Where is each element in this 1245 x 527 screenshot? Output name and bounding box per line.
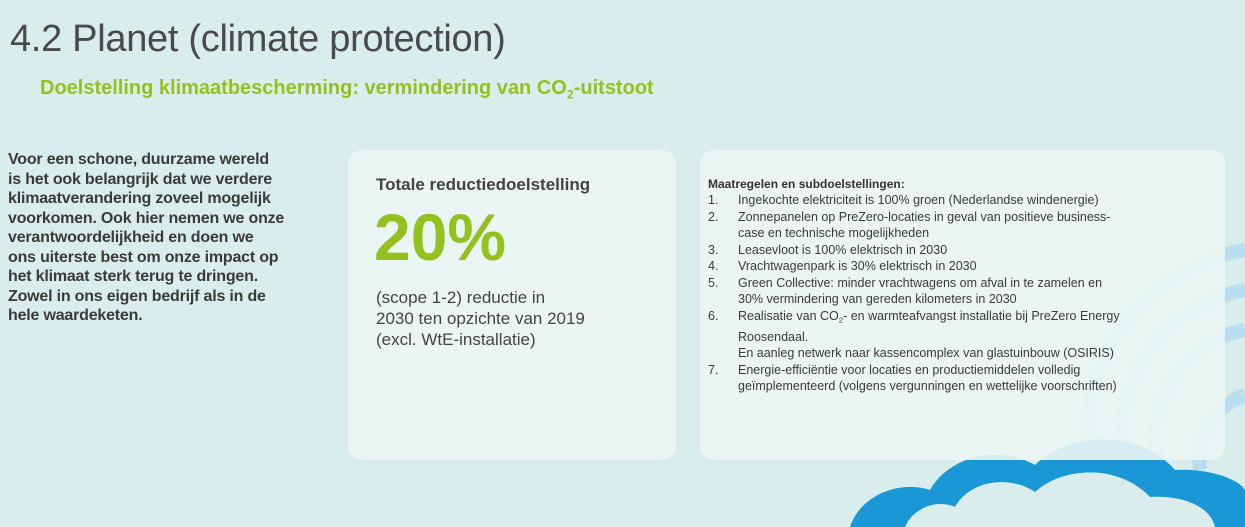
text-segment: Realisatie van CO	[738, 309, 839, 323]
item-text: Vrachtwagenpark is 30% elektrisch in 203…	[738, 258, 977, 275]
intro-line: Zowel in ons eigen bedrijf als in de	[8, 287, 284, 307]
measures-list: 1.Ingekochte elektriciteit is 100% groen…	[708, 192, 1120, 395]
title: 4.2 Planet (climate protection)	[10, 18, 506, 61]
intro-line: ons uiterste best om onze impact op	[8, 248, 284, 268]
item-number: 7.	[708, 362, 738, 395]
item-number: 3.	[708, 242, 738, 259]
list-item: 7.Energie-efficiëntie voor locaties en p…	[708, 362, 1120, 395]
list-item: 4.Vrachtwagenpark is 30% elektrisch in 2…	[708, 258, 1120, 275]
list-item: 2.Zonnepanelen op PreZero-locaties in ge…	[708, 209, 1120, 242]
intro-line: hele waardeketen.	[8, 306, 284, 326]
list-item: 3.Leasevloot is 100% elektrisch in 2030	[708, 242, 1120, 259]
item-line: Zonnepanelen op PreZero-locaties in geva…	[738, 209, 1110, 226]
card-heading: Totale reductiedoelstelling	[376, 175, 590, 195]
item-number: 4.	[708, 258, 738, 275]
description-line: 2030 ten opzichte van 2019	[376, 308, 585, 329]
list-item: 6.Realisatie van CO2- en warmteafvangst …	[708, 308, 1120, 362]
description-line: (excl. WtE-installatie)	[376, 329, 585, 350]
intro-line: voorkomen. Ook hier nemen we onze	[8, 209, 284, 229]
list-item: 5.Green Collective: minder vrachtwagens …	[708, 275, 1120, 308]
subscript: 2	[567, 87, 574, 101]
item-text: Leasevloot is 100% elektrisch in 2030	[738, 242, 947, 259]
card-heading: Maatregelen en subdoelstellingen:	[708, 177, 905, 191]
item-line: 30% vermindering van gereden kilometers …	[738, 291, 1102, 308]
intro-line: klimaatverandering zoveel mogelijk	[8, 189, 284, 209]
page: 4.2 Planet (climate protection) Doelstel…	[0, 0, 1245, 527]
item-line: Vrachtwagenpark is 30% elektrisch in 203…	[738, 258, 977, 275]
item-line: Energie-efficiëntie voor locaties en pro…	[738, 362, 1117, 379]
text-segment: -uitstoot	[574, 77, 654, 99]
text-segment: Doelstelling klimaatbescherming: vermind…	[40, 77, 567, 99]
intro-line: het klimaat sterk terug te dringen.	[8, 267, 284, 287]
intro-line: is het ook belangrijk dat we verdere	[8, 170, 284, 190]
item-line: Roosendaal.	[738, 329, 1120, 346]
item-text: Zonnepanelen op PreZero-locaties in geva…	[738, 209, 1110, 242]
item-line: case en technische mogelijkheden	[738, 225, 1110, 242]
item-line: Leasevloot is 100% elektrisch in 2030	[738, 242, 947, 259]
item-number: 1.	[708, 192, 738, 209]
item-number: 6.	[708, 308, 738, 362]
item-line: Realisatie van CO2- en warmteafvangst in…	[738, 308, 1120, 329]
item-line: geïmplementeerd (volgens vergunningen en…	[738, 378, 1117, 395]
measures-card: Maatregelen en subdoelstellingen: 1.Inge…	[700, 150, 1225, 460]
item-line: Ingekochte elektriciteit is 100% groen (…	[738, 192, 1099, 209]
intro-line: verantwoordelijkheid en doen we	[8, 228, 284, 248]
list-item: 1.Ingekochte elektriciteit is 100% groen…	[708, 192, 1120, 209]
text-segment: - en warmteafvangst installatie bij PreZ…	[843, 309, 1120, 323]
intro-line: Voor een schone, duurzame wereld	[8, 150, 284, 170]
item-text: Realisatie van CO2- en warmteafvangst in…	[738, 308, 1120, 362]
item-line: Green Collective: minder vrachtwagens om…	[738, 275, 1102, 292]
target-figure: 20%	[374, 202, 506, 272]
subtitle: Doelstelling klimaatbescherming: vermind…	[40, 77, 654, 101]
item-number: 2.	[708, 209, 738, 242]
item-text: Ingekochte elektriciteit is 100% groen (…	[738, 192, 1099, 209]
item-number: 5.	[708, 275, 738, 308]
target-card: Totale reductiedoelstelling 20% (scope 1…	[348, 150, 676, 460]
item-text: Energie-efficiëntie voor locaties en pro…	[738, 362, 1117, 395]
item-line: En aanleg netwerk naar kassencomplex van…	[738, 345, 1120, 362]
description-line: (scope 1-2) reductie in	[376, 287, 585, 308]
item-text: Green Collective: minder vrachtwagens om…	[738, 275, 1102, 308]
